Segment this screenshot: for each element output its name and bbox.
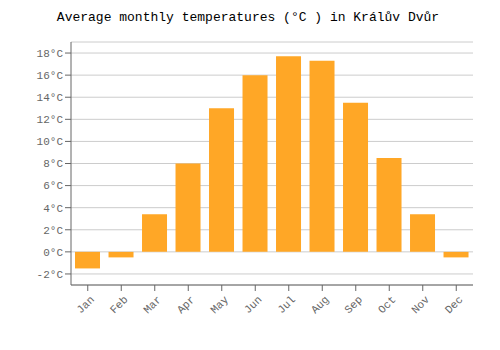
svg-text:Oct: Oct [376, 294, 398, 316]
svg-text:4°C: 4°C [43, 203, 63, 215]
svg-text:Apr: Apr [175, 294, 197, 316]
svg-text:10°C: 10°C [37, 136, 64, 148]
svg-text:Jun: Jun [242, 294, 264, 316]
svg-text:-2°C: -2°C [37, 269, 64, 281]
svg-text:Dec: Dec [443, 294, 465, 316]
html-text:Average monthly temperatures (: Average monthly temperatures (°C ) in Kr… [56, 10, 440, 25]
svg-text:Jul: Jul [275, 294, 297, 316]
svg-text:14°C: 14°C [37, 92, 64, 104]
svg-text:8°C: 8°C [43, 158, 63, 170]
svg-text:Mar: Mar [141, 294, 163, 316]
svg-text:Sep: Sep [342, 294, 364, 316]
svg-text:Jan: Jan [74, 294, 96, 316]
svg-text:16°C: 16°C [37, 70, 64, 82]
svg-text:2°C: 2°C [43, 225, 63, 237]
svg-text:6°C: 6°C [43, 180, 63, 192]
svg-text:Feb: Feb [108, 294, 130, 316]
svg-text:May: May [208, 293, 231, 316]
svg-text:Nov: Nov [409, 293, 432, 316]
svg-text:0°C: 0°C [43, 247, 63, 259]
svg-text:12°C: 12°C [37, 114, 64, 126]
svg-text:18°C: 18°C [37, 48, 64, 60]
svg-text:Aug: Aug [309, 294, 331, 316]
